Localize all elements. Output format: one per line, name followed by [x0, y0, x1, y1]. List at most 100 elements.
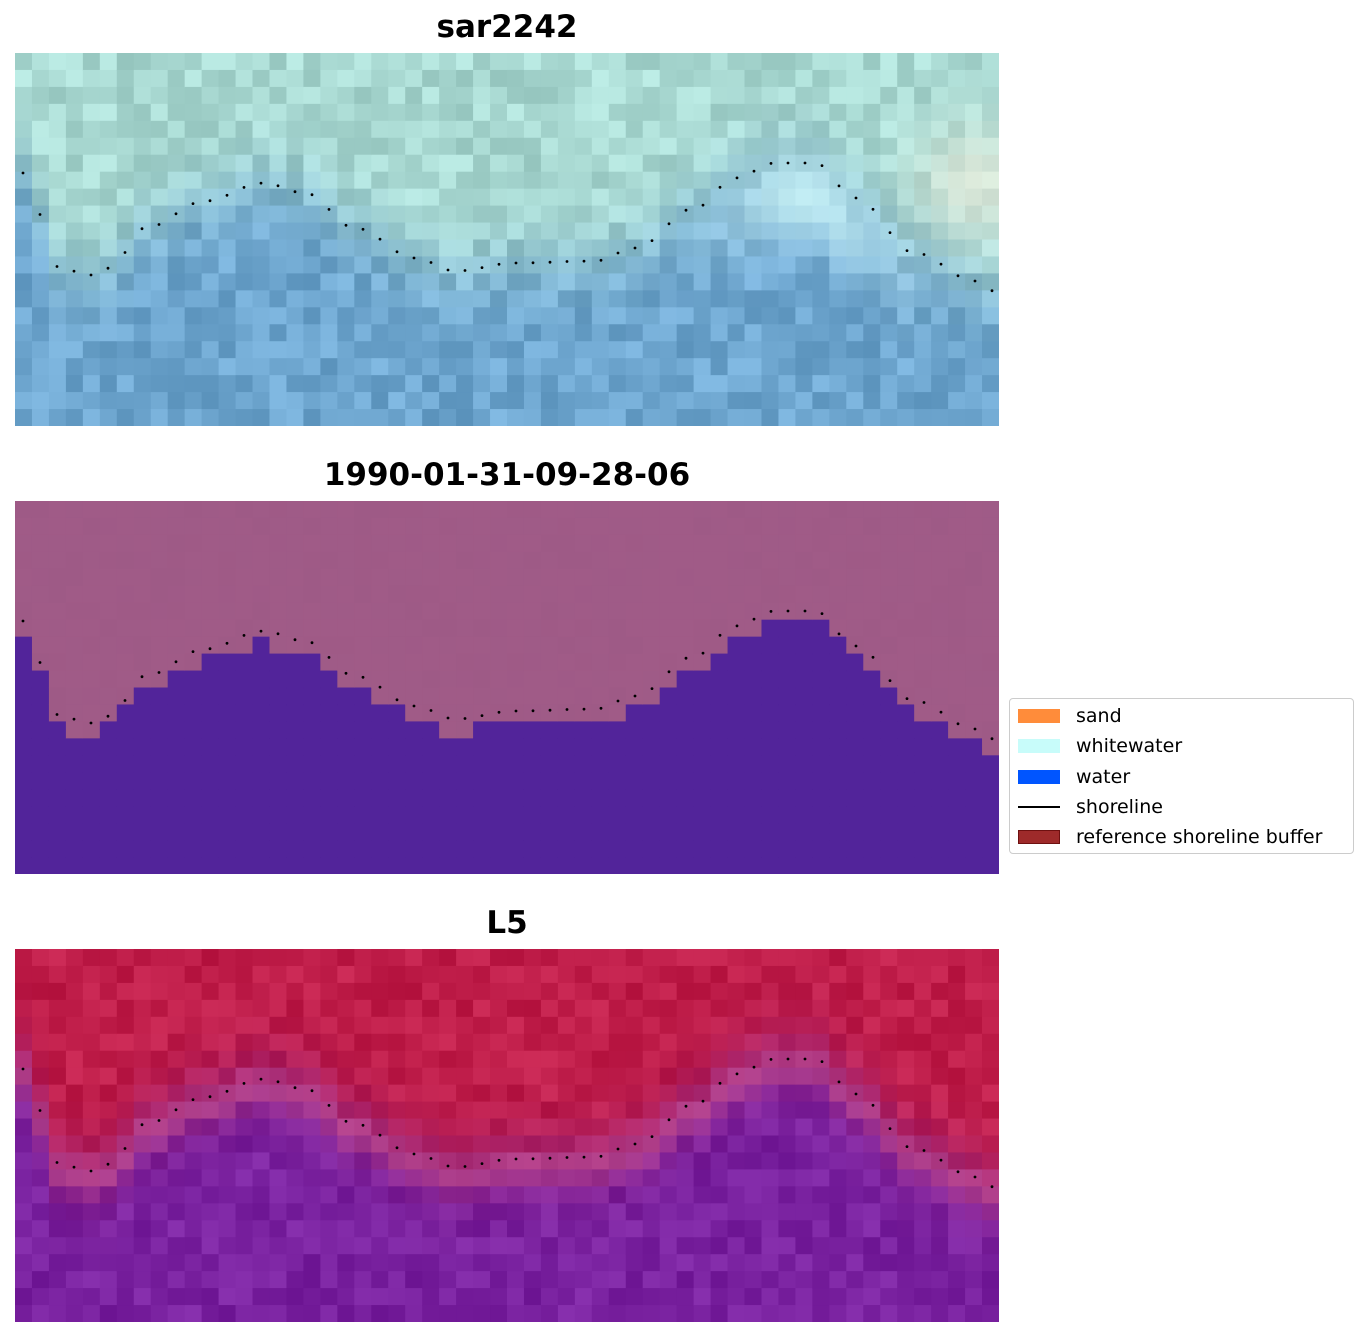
- classified-pixel: [914, 789, 932, 807]
- rgb-pixel: [795, 256, 813, 274]
- rgb-pixel: [116, 392, 135, 410]
- rgb-pixel: [829, 222, 847, 241]
- rgb-pixel: [422, 409, 440, 426]
- index-pixel: [15, 1135, 33, 1154]
- rgb-pixel: [761, 53, 780, 71]
- classified-pixel: [15, 738, 33, 756]
- index-pixel: [897, 1152, 915, 1170]
- rgb-pixel: [439, 256, 457, 274]
- rgb-pixel: [269, 273, 288, 291]
- index-pixel: [320, 1186, 338, 1204]
- rgb-pixel: [676, 86, 695, 105]
- classified-pixel: [676, 619, 695, 638]
- rgb-pixel: [965, 290, 983, 308]
- rgb-pixel: [201, 307, 220, 325]
- rgb-pixel: [897, 171, 915, 190]
- index-pixel: [218, 1271, 237, 1289]
- rgb-pixel: [676, 137, 695, 156]
- index-pixel: [507, 1305, 525, 1322]
- index-pixel: [405, 1050, 423, 1069]
- rgb-pixel: [880, 307, 898, 325]
- classified-pixel: [642, 670, 661, 689]
- shoreline-point: [242, 1082, 246, 1085]
- index-pixel: [557, 949, 576, 967]
- index-pixel: [31, 1135, 50, 1154]
- rgb-pixel: [642, 222, 661, 241]
- rgb-pixel: [490, 188, 508, 207]
- classified-pixel: [286, 534, 305, 553]
- classified-pixel: [591, 602, 610, 621]
- classified-pixel: [846, 517, 864, 536]
- rgb-pixel: [405, 69, 423, 88]
- index-pixel: [795, 1118, 813, 1137]
- rgb-pixel: [540, 171, 559, 190]
- classified-pixel: [48, 568, 67, 587]
- classified-pixel: [473, 551, 491, 570]
- rgb-pixel: [727, 256, 746, 274]
- rgb-pixel: [846, 324, 864, 342]
- index-pixel: [218, 999, 237, 1018]
- index-pixel: [829, 949, 847, 967]
- index-pixel: [625, 949, 644, 967]
- rgb-pixel: [676, 222, 695, 241]
- index-pixel: [320, 1237, 338, 1255]
- rgb-pixel: [133, 205, 152, 224]
- shoreline-point: [327, 656, 331, 659]
- classified-pixel: [456, 501, 474, 519]
- rgb-pixel: [99, 324, 118, 342]
- rgb-pixel: [540, 273, 559, 291]
- rgb-pixel: [439, 290, 457, 308]
- index-pixel: [218, 1101, 237, 1120]
- classified-pixel: [388, 619, 406, 638]
- rgb-pixel: [931, 409, 949, 426]
- index-pixel: [31, 1033, 50, 1052]
- classified-pixel: [320, 789, 338, 807]
- rgb-pixel: [354, 120, 372, 139]
- index-pixel: [625, 1288, 644, 1306]
- index-pixel: [574, 1084, 593, 1103]
- rgb-pixel: [507, 375, 525, 393]
- index-pixel: [133, 949, 152, 967]
- rgb-pixel: [235, 69, 254, 88]
- rgb-pixel: [982, 86, 999, 105]
- classified-pixel: [914, 738, 932, 756]
- index-pixel: [642, 1152, 661, 1170]
- index-pixel: [65, 1050, 84, 1069]
- rgb-pixel: [31, 307, 50, 325]
- index-pixel: [235, 1203, 254, 1221]
- rgb-pixel: [15, 137, 33, 156]
- rgb-pixel: [965, 53, 983, 71]
- index-pixel: [914, 1084, 932, 1103]
- index-pixel: [897, 1067, 915, 1086]
- rgb-pixel: [218, 256, 237, 274]
- rgb-pixel: [557, 86, 576, 105]
- classified-pixel: [48, 840, 67, 858]
- rgb-pixel: [252, 392, 271, 410]
- rgb-pixel: [778, 409, 797, 426]
- rgb-pixel: [829, 86, 847, 105]
- rgb-pixel: [507, 137, 525, 156]
- classified-pixel: [405, 501, 423, 519]
- classified-pixel: [354, 806, 372, 824]
- classified-pixel: [659, 823, 678, 841]
- index-pixel: [269, 1050, 288, 1069]
- rgb-pixel: [184, 358, 203, 376]
- index-pixel: [473, 1237, 491, 1255]
- index-pixel: [727, 1050, 746, 1069]
- classified-pixel: [405, 670, 423, 689]
- classified-pixel: [99, 585, 118, 604]
- rgb-pixel: [591, 69, 610, 88]
- index-pixel: [490, 1101, 508, 1120]
- classified-pixel: [150, 789, 169, 807]
- index-pixel: [65, 1101, 84, 1120]
- rgb-pixel: [354, 375, 372, 393]
- index-pixel: [184, 1305, 203, 1322]
- rgb-pixel: [948, 69, 966, 88]
- index-pixel: [642, 1254, 661, 1272]
- classified-pixel: [965, 823, 983, 841]
- shoreline-point: [837, 1080, 841, 1084]
- rgb-pixel: [880, 154, 898, 173]
- index-pixel: [337, 1254, 355, 1272]
- index-pixel: [659, 1084, 678, 1103]
- classified-pixel: [235, 653, 254, 672]
